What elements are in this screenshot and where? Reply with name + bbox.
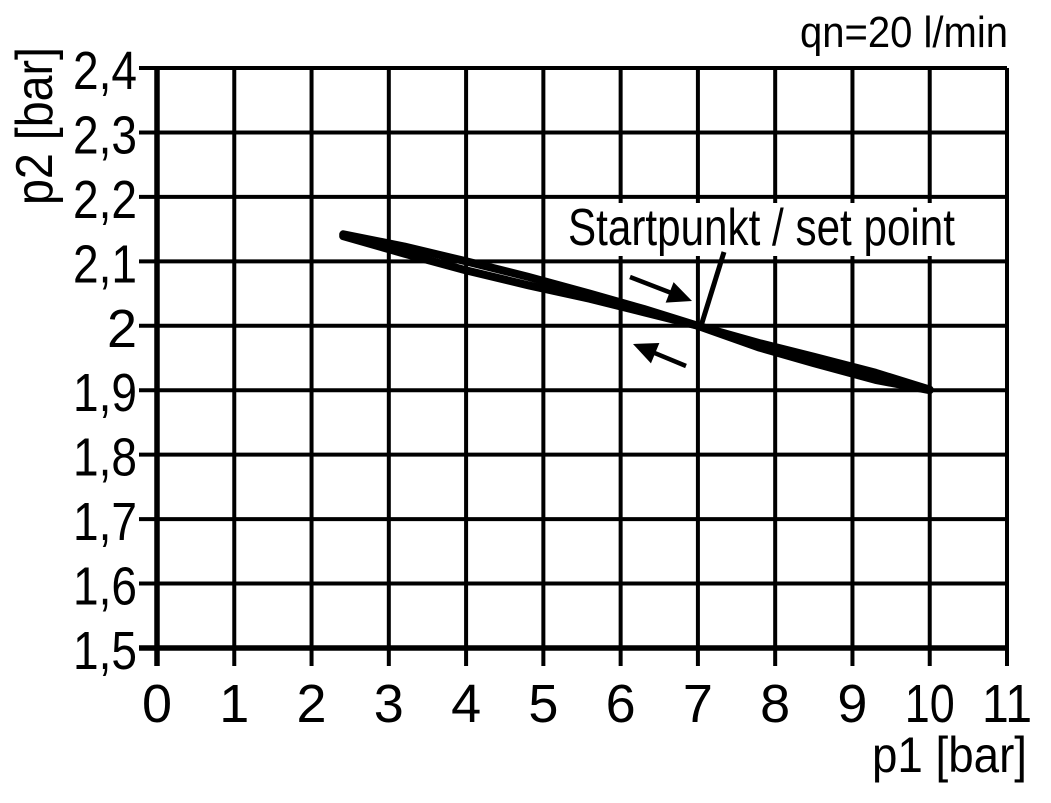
y-tick-label: 1,8 <box>73 428 137 488</box>
y-tick-label: 2,2 <box>73 170 137 230</box>
x-tick-label: 3 <box>374 674 404 734</box>
x-tick-label: 9 <box>837 674 867 734</box>
x-tick-label: 5 <box>528 674 558 734</box>
forward-direction-arrow-icon <box>629 274 692 303</box>
chart-title: qn=20 l/min <box>800 8 1008 57</box>
x-tick-label: 10 <box>905 674 955 734</box>
grid <box>139 66 1009 666</box>
x-tick-label: 6 <box>606 674 636 734</box>
y-tick-label: 2,3 <box>73 105 137 165</box>
y-tick-label: 2,1 <box>73 234 137 294</box>
return-direction-arrow-icon <box>633 343 687 369</box>
x-tick-label: 7 <box>683 674 713 734</box>
y-tick-label: 1,6 <box>73 557 137 617</box>
y-tick-label: 2,4 <box>73 41 137 101</box>
return-direction-arrow-icon-head <box>633 343 660 364</box>
x-tick-label: 4 <box>451 674 481 734</box>
annotation-label: Startpunkt / set point <box>568 199 955 257</box>
y-axis-label: p2 [bar] <box>6 47 64 205</box>
return-direction-arrow-icon-shaft <box>650 349 687 369</box>
forward-direction-arrow-icon-shaft <box>629 274 675 296</box>
x-tick-label: 0 <box>142 674 172 734</box>
forward-direction-arrow-icon-head <box>665 282 692 303</box>
x-tick-label: 11 <box>982 674 1032 734</box>
y-tick-label: 1,9 <box>73 363 137 423</box>
y-tick-label: 1,7 <box>73 492 137 552</box>
x-tick-label: 1 <box>219 674 249 734</box>
annotation-background <box>560 203 960 256</box>
y-tick-label: 1,5 <box>73 621 137 681</box>
annotation-leader-line <box>698 251 727 327</box>
x-tick-label: 2 <box>297 674 327 734</box>
x-tick-label: 8 <box>760 674 790 734</box>
curve-return-stroke <box>339 232 934 394</box>
y-tick-label: 2 <box>107 299 137 359</box>
x-axis-label: p1 [bar] <box>872 727 1027 783</box>
